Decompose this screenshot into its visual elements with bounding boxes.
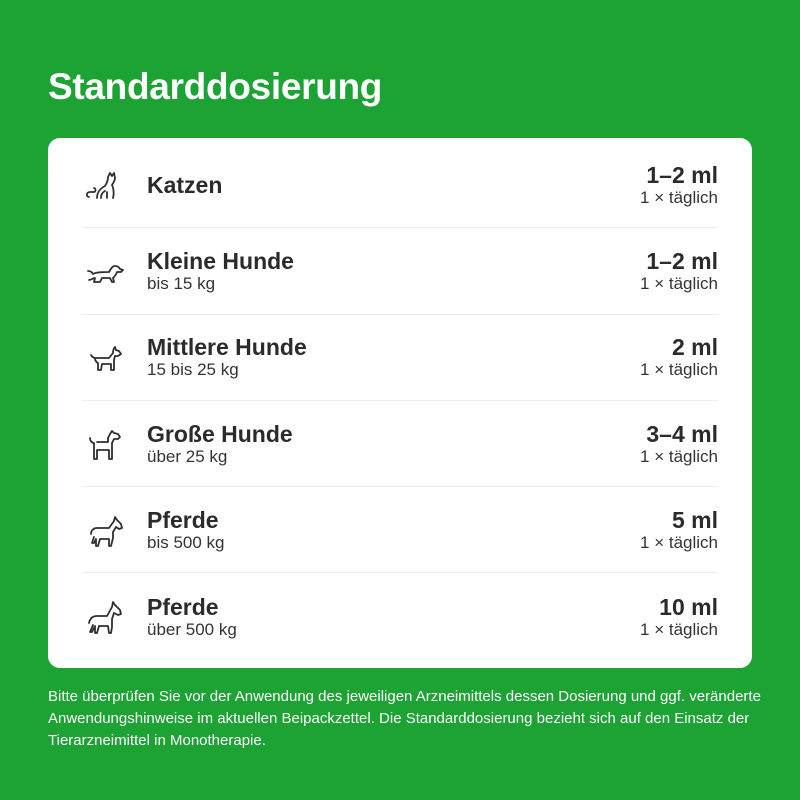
animal-name: Pferde (147, 506, 219, 533)
animal-name: Große Hunde (147, 420, 293, 447)
horse-icon (82, 510, 130, 550)
animal-weight: 15 bis 25 kg (147, 360, 239, 380)
dosage-row: Kleine Hunde bis 15 kg 1–2 ml 1 × täglic… (82, 228, 718, 315)
animal-weight: über 25 kg (147, 446, 228, 466)
animal-name: Kleine Hunde (147, 247, 294, 274)
dosage-row: Große Hunde über 25 kg 3–4 ml 1 × täglic… (82, 401, 718, 488)
animal-name: Katzen (147, 171, 223, 198)
disclaimer-note: Bitte überprüfen Sie vor der Anwendung d… (48, 688, 761, 749)
animal-label: Katzen (147, 172, 640, 198)
dose-amount: 1–2 ml (646, 247, 718, 274)
dose: 3–4 ml 1 × täglich (640, 421, 718, 467)
dose-frequency: 1 × täglich (640, 619, 718, 639)
animal-label: Kleine Hunde bis 15 kg (147, 248, 640, 294)
animal-weight: bis 15 kg (147, 273, 216, 293)
dose-amount: 3–4 ml (646, 420, 718, 447)
dose-frequency: 1 × täglich (640, 273, 718, 293)
dosage-row: Pferde über 500 kg 10 ml 1 × täglich (82, 573, 718, 659)
dose-frequency: 1 × täglich (640, 532, 718, 552)
medium-dog-icon (82, 337, 130, 377)
dose: 5 ml 1 × täglich (640, 507, 718, 553)
dose-frequency: 1 × täglich (640, 360, 718, 380)
dosage-row: Katzen 1–2 ml 1 × täglich (82, 142, 718, 229)
animal-label: Mittlere Hunde 15 bis 25 kg (147, 334, 640, 380)
animal-weight: bis 500 kg (147, 532, 225, 552)
dose-frequency: 1 × täglich (640, 446, 718, 466)
large-dog-icon (82, 424, 130, 464)
cat-icon (82, 165, 130, 205)
dose-amount: 2 ml (671, 334, 718, 361)
dosage-card: Katzen 1–2 ml 1 × täglich Kleine Hunde b… (48, 138, 752, 668)
animal-label: Große Hunde über 25 kg (147, 421, 640, 467)
animal-weight: über 500 kg (147, 619, 237, 639)
small-dog-icon (82, 251, 130, 291)
dose-amount: 10 ml (659, 593, 718, 620)
animal-label: Pferde bis 500 kg (147, 507, 640, 553)
page-title: Standarddosierung (48, 66, 383, 107)
dose-amount: 1–2 ml (646, 161, 718, 188)
dose: 10 ml 1 × täglich (640, 594, 718, 640)
dosage-row: Mittlere Hunde 15 bis 25 kg 2 ml 1 × täg… (82, 315, 718, 401)
animal-name: Pferde (147, 593, 219, 620)
dose-frequency: 1 × täglich (640, 187, 718, 207)
dose: 2 ml 1 × täglich (640, 334, 718, 380)
dosage-row: Pferde bis 500 kg 5 ml 1 × täglich (82, 487, 718, 574)
dose-amount: 5 ml (671, 506, 718, 533)
dose: 1–2 ml 1 × täglich (640, 248, 718, 294)
animal-label: Pferde über 500 kg (147, 594, 640, 640)
large-horse-icon (82, 597, 130, 637)
animal-name: Mittlere Hunde (147, 334, 307, 361)
dose: 1–2 ml 1 × täglich (640, 162, 718, 208)
